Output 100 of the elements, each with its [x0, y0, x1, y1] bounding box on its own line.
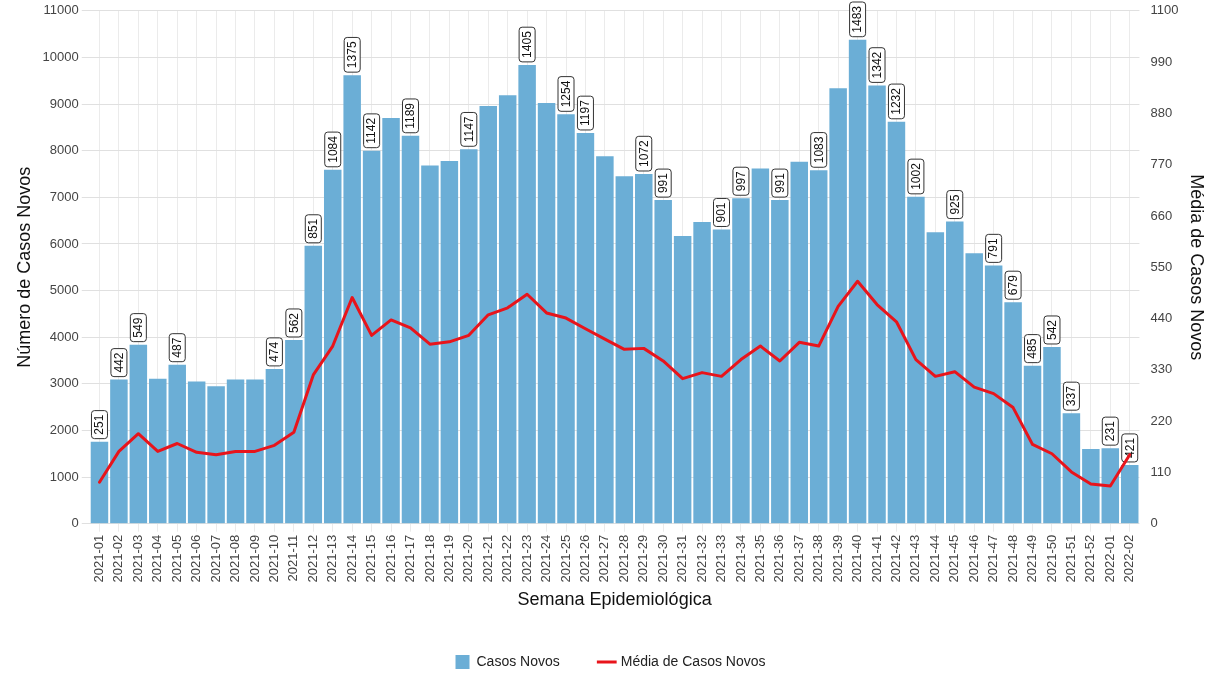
annotation: 1147	[461, 116, 476, 143]
bar	[537, 103, 556, 524]
x-tick-label: 2022-02	[1121, 534, 1137, 583]
x-tick-label: 2021-24	[538, 534, 554, 583]
y2-tick-label: 660	[1150, 207, 1173, 223]
annotation: 1375	[344, 41, 359, 69]
x-tick-label: 2021-43	[907, 534, 923, 583]
x-tick-label: 2021-41	[868, 534, 884, 583]
y-tick-label: 7000	[49, 188, 79, 204]
annotation: 1483	[850, 5, 865, 33]
x-tick-label: 2021-01	[91, 534, 107, 583]
annotation: 337	[1064, 385, 1079, 407]
x-tick-label: 2021-52	[1082, 534, 1098, 583]
annotation: 925	[947, 194, 962, 215]
bar	[751, 168, 770, 524]
y2-tick-label: 990	[1150, 53, 1173, 69]
y-tick-label: 4000	[49, 328, 79, 344]
y-tick-label: 11000	[43, 2, 79, 18]
x-axis-title: Semana Epidemiológica	[517, 589, 713, 610]
annotation: 1232	[889, 87, 904, 115]
x-tick-label: 2021-15	[363, 534, 379, 583]
annotation: 1405	[519, 30, 534, 58]
annotation: 474	[267, 341, 282, 362]
x-tick-label: 2021-10	[266, 534, 281, 583]
x-tick-label: 2021-18	[421, 534, 437, 583]
annotation: 1072	[636, 139, 651, 167]
x-tick-label: 2021-04	[149, 534, 165, 583]
x-tick-label: 2021-16	[382, 534, 398, 583]
bar	[926, 232, 945, 524]
x-tick-label: 2021-06	[188, 534, 204, 583]
annotation: 1142	[364, 117, 379, 144]
annotation: 442	[111, 352, 126, 373]
x-tick-label: 2021-47	[985, 534, 1001, 583]
x-tick-label: 2021-50	[1043, 534, 1059, 583]
x-tick-label: 2021-46	[965, 534, 981, 583]
y2-tick-label: 770	[1150, 156, 1173, 172]
x-tick-label: 2021-09	[246, 534, 262, 583]
y2-tick-label: 110	[1150, 463, 1172, 479]
annotation: 485	[1025, 338, 1040, 359]
legend-label: Média de Casos Novos	[620, 652, 766, 669]
x-tick-label: 2021-29	[635, 534, 651, 583]
annotation: 1002	[908, 162, 923, 190]
annotation: 791	[986, 238, 1001, 259]
y2-tick-label: 440	[1150, 310, 1173, 326]
bar	[421, 165, 439, 524]
bar	[673, 236, 692, 524]
annotation: 1189	[403, 102, 418, 129]
x-tick-label: 2021-31	[674, 534, 690, 583]
x-tick-label: 2021-13	[324, 534, 340, 583]
x-tick-label: 2021-05	[168, 534, 184, 583]
legend-label: Casos Novos	[476, 652, 560, 669]
annotation: 1083	[811, 136, 826, 164]
y2-tick-label: 330	[1150, 361, 1173, 377]
x-tick-label: 2021-27	[596, 534, 612, 583]
x-tick-label: 2022-01	[1101, 534, 1117, 583]
bar	[693, 222, 711, 524]
y2-tick-label: 1100	[1150, 2, 1179, 18]
x-tick-label: 2021-12	[304, 534, 320, 583]
bar	[382, 118, 400, 524]
annotation: 1084	[325, 135, 340, 163]
y-tick-label: 2000	[49, 422, 79, 438]
x-tick-label: 2021-07	[207, 534, 223, 583]
y-tick-label: 8000	[49, 142, 79, 158]
x-tick-label: 2021-08	[227, 534, 243, 583]
y2-tick-label: 880	[1150, 104, 1173, 120]
annotation: 251	[92, 414, 107, 435]
x-tick-label: 2021-51	[1062, 534, 1078, 583]
annotation: 991	[656, 172, 671, 194]
annotation: 1342	[869, 51, 884, 79]
y-tick-label: 0	[71, 515, 79, 531]
bar	[596, 156, 614, 524]
x-tick-label: 2021-37	[790, 534, 806, 583]
x-tick-label: 2021-39	[829, 534, 845, 583]
annotation: 562	[286, 312, 301, 333]
annotation: 1197	[578, 99, 593, 126]
y-axis-title: Número de Casos Novos	[13, 166, 34, 368]
x-tick-label: 2021-35	[751, 534, 767, 583]
x-tick-label: 2021-14	[343, 534, 359, 583]
x-tick-label: 2021-48	[1004, 534, 1020, 583]
bar	[246, 379, 264, 524]
x-tick-label: 2021-45	[946, 534, 962, 583]
annotation: 231	[1103, 420, 1118, 442]
x-tick-label: 2021-21	[479, 534, 495, 583]
bar	[207, 386, 225, 524]
y2-axis-title: Média de Casos Novos	[1187, 174, 1208, 361]
x-tick-label: 2021-02	[110, 534, 126, 583]
annotation: 421	[1122, 437, 1137, 458]
annotation: 549	[131, 317, 146, 338]
x-tick-label: 2021-28	[615, 534, 631, 583]
annotation: 487	[170, 337, 185, 358]
x-tick-label: 2021-30	[654, 534, 670, 583]
x-tick-label: 2021-20	[460, 534, 476, 583]
x-tick-label: 2021-49	[1024, 534, 1040, 583]
y-tick-label: 3000	[49, 375, 79, 391]
annotation: 991	[772, 172, 787, 194]
y-tick-label: 5000	[49, 282, 79, 298]
annotation: 901	[714, 202, 729, 223]
annotation: 1254	[558, 80, 573, 108]
bar	[1082, 449, 1100, 524]
bar	[615, 176, 634, 524]
